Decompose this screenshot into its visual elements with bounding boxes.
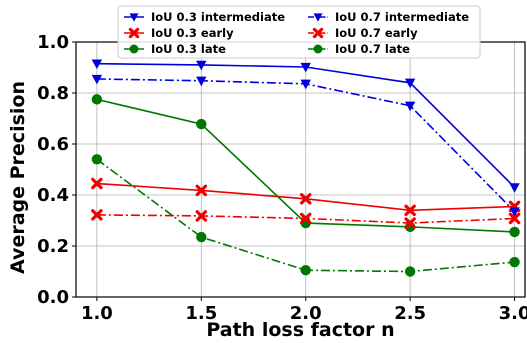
data-point — [128, 27, 140, 39]
data-point — [509, 207, 520, 218]
series-0 — [91, 59, 520, 193]
x-tick-label: 1.5 — [185, 303, 217, 324]
data-point — [195, 210, 208, 222]
data-point — [196, 118, 207, 130]
data-point — [404, 204, 416, 217]
y-tick-label: 0.2 — [37, 236, 69, 257]
data-point — [509, 183, 520, 193]
data-point — [91, 59, 103, 70]
legend-item: IoU 0.3 late — [124, 42, 226, 56]
legend-item: IoU 0.7 early — [308, 26, 418, 40]
data-point — [300, 62, 311, 73]
legend-label: IoU 0.7 early — [335, 26, 418, 40]
legend-item: IoU 0.3 intermediate — [124, 10, 285, 24]
legend-label: IoU 0.7 late — [335, 42, 410, 56]
data-point — [509, 226, 520, 238]
tick-labels: 1.0 1.5 2.0 2.5 3.0 0.0 0.2 0.4 0.6 0.8 1.0 — [37, 32, 527, 324]
data-point — [313, 44, 323, 54]
legend: IoU 0.3 intermediate IoU 0.3 early IoU 0.3… — [117, 5, 481, 59]
y-tick-label: 0.4 — [37, 185, 69, 206]
legend-label: IoU 0.3 late — [151, 42, 226, 56]
data-point — [312, 27, 324, 39]
legend-item: IoU 0.7 intermediate — [308, 10, 469, 24]
data-point — [129, 13, 139, 22]
series-4 — [91, 209, 521, 229]
series-1 — [91, 177, 521, 217]
data-point — [404, 266, 416, 277]
data-point — [91, 154, 103, 165]
x-tick-label: 2.0 — [290, 303, 322, 324]
data-point — [129, 44, 139, 54]
x-axis-label: Path loss factor n — [206, 319, 394, 341]
series-3 — [91, 74, 520, 218]
series-layer — [91, 59, 521, 277]
data-point — [300, 265, 311, 276]
data-point — [404, 78, 416, 89]
data-point — [195, 184, 208, 197]
legend-box — [117, 5, 481, 59]
legend-label: IoU 0.3 intermediate — [151, 10, 285, 24]
data-point — [91, 74, 103, 85]
data-point — [300, 79, 311, 90]
x-tick-label: 1.0 — [81, 303, 113, 324]
data-point — [91, 94, 103, 105]
x-tick-label: 3.0 — [499, 303, 527, 324]
y-tick-label: 1.0 — [37, 32, 69, 53]
data-point — [404, 217, 416, 229]
y-tick-label: 0.8 — [37, 83, 69, 104]
data-point — [196, 231, 207, 243]
x-tick-label: 2.5 — [394, 303, 426, 324]
series-2 — [91, 94, 520, 238]
legend-label: IoU 0.3 early — [151, 26, 234, 40]
data-point — [91, 209, 103, 221]
y-tick-label: 0.0 — [37, 287, 69, 308]
data-point — [313, 13, 323, 22]
data-point — [299, 193, 312, 205]
legend-item: IoU 0.3 early — [124, 26, 234, 40]
data-point — [91, 177, 103, 190]
data-point — [299, 212, 312, 225]
data-point — [196, 60, 207, 71]
data-point — [196, 76, 207, 87]
series-5 — [91, 154, 520, 277]
y-tick-label: 0.6 — [37, 134, 69, 155]
data-point — [508, 212, 521, 225]
legend-item: IoU 0.7 late — [308, 42, 410, 56]
data-point — [509, 256, 520, 268]
legend-label: IoU 0.7 intermediate — [335, 10, 469, 24]
data-point — [404, 101, 416, 112]
y-axis-label: Average Precision — [7, 81, 29, 274]
